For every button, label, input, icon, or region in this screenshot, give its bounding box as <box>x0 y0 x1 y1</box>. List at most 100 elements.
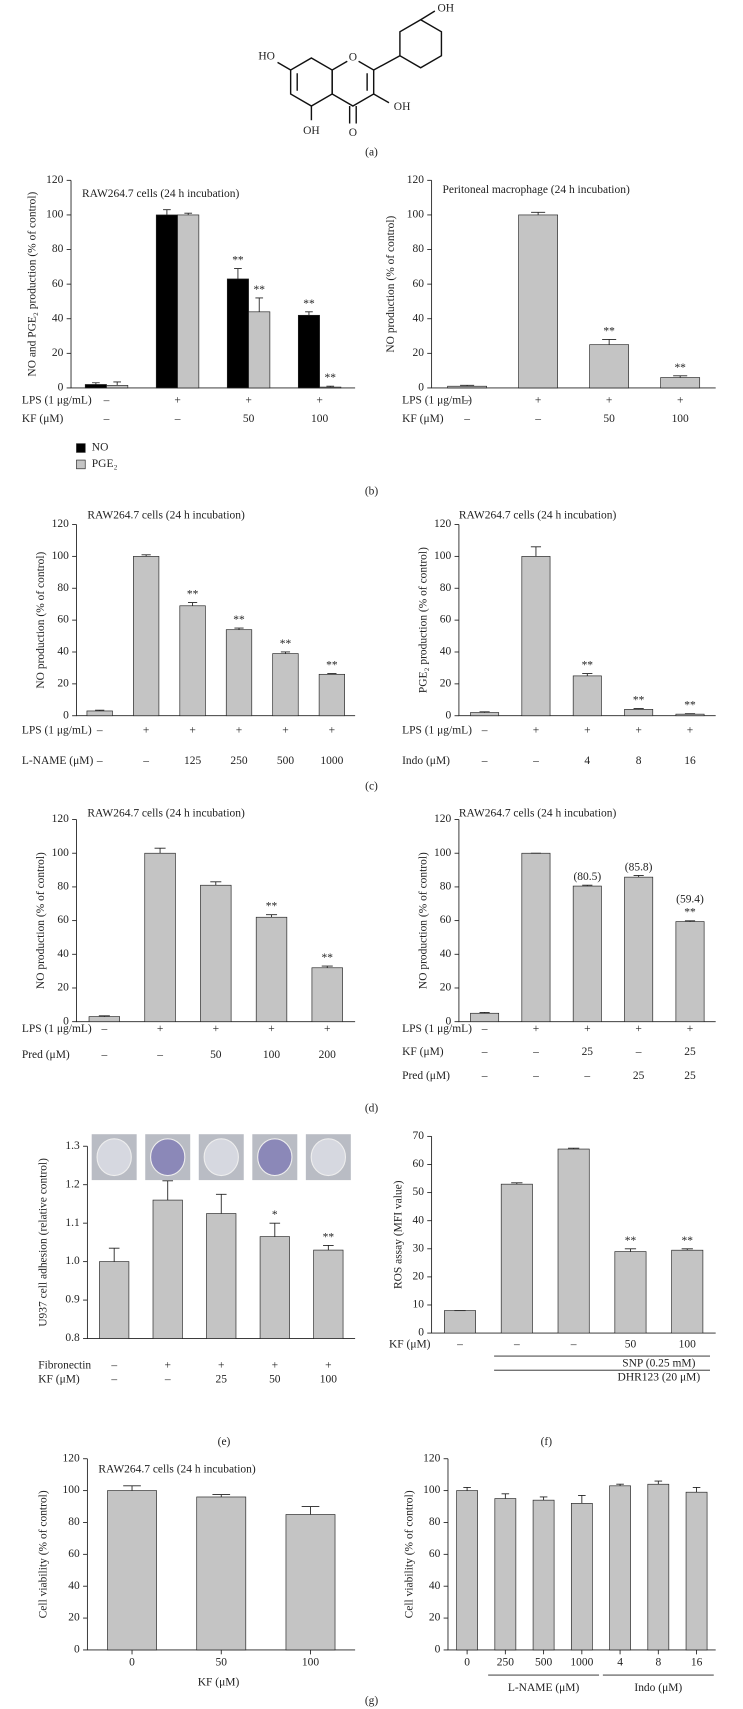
significance-label: ** <box>266 901 278 913</box>
error-bar <box>163 209 171 215</box>
legend-label: NO <box>92 442 109 454</box>
bar <box>500 1183 533 1334</box>
bar <box>285 1514 336 1651</box>
y-tick-label: 40 <box>440 948 452 960</box>
error-bar <box>673 375 688 378</box>
chart-title: RAW264.7 cells (24 h incubation) <box>459 509 617 521</box>
condition-label: LPS (1 μg/mL) <box>22 725 92 737</box>
condition-value: 25 <box>582 1046 594 1058</box>
condition-value: + <box>329 725 335 737</box>
y-tick-label: 40 <box>57 646 69 658</box>
bar <box>532 1499 555 1651</box>
bar <box>106 385 129 389</box>
error-bar <box>684 920 696 922</box>
error-bar <box>530 546 542 557</box>
error-bar <box>539 1496 548 1501</box>
bar <box>155 214 178 389</box>
atom-label: HO <box>258 50 275 62</box>
bar <box>226 278 249 389</box>
error-bar <box>305 311 313 316</box>
y-tick-label: 80 <box>57 881 69 893</box>
bar <box>494 1498 517 1651</box>
condition-value: – <box>481 1070 488 1082</box>
error-bar <box>269 1222 281 1237</box>
condition-value: + <box>174 395 180 407</box>
bar <box>447 385 487 389</box>
y-axis-label: ROS assay (MFI value) <box>392 1180 404 1289</box>
bar <box>107 1490 157 1651</box>
significance-label: ** <box>303 298 315 310</box>
bar <box>84 384 107 389</box>
x-tick-label: 100 <box>302 1657 319 1669</box>
y-tick-label: 20 <box>429 1612 441 1624</box>
y-tick-label: 80 <box>57 582 69 594</box>
x-tick-label: 50 <box>216 1657 228 1669</box>
condition-value: – <box>532 755 539 767</box>
condition-value: – <box>583 1070 590 1082</box>
condition-value: + <box>189 725 195 737</box>
condition-value: – <box>635 1046 642 1058</box>
group-label: Indo (μM) <box>634 1682 682 1694</box>
y-tick-label: 70 <box>412 1130 424 1142</box>
x-tick-label: 500 <box>535 1657 552 1669</box>
bar <box>200 884 232 1023</box>
condition-label: KF (μM) <box>389 1339 431 1351</box>
x-tick-label: 16 <box>691 1657 703 1669</box>
panel-label: (c) <box>365 780 378 792</box>
y-tick-label: 120 <box>46 174 63 186</box>
legend-swatch <box>76 459 86 470</box>
condition-value: 50 <box>625 1339 637 1351</box>
y-axis-label: PGE₂ production (% of control) <box>418 547 430 693</box>
condition-label: KF (μM) <box>22 413 64 425</box>
condition-label: Pred (μM) <box>402 1070 450 1082</box>
y-tick-label: 60 <box>440 614 452 626</box>
error-bar <box>501 1493 510 1499</box>
error-bar <box>479 711 490 713</box>
error-bar <box>582 884 593 887</box>
condition-value: 100 <box>672 413 689 425</box>
error-bar <box>633 708 644 710</box>
atom-label: OH <box>303 125 320 137</box>
significance-label: ** <box>684 907 696 919</box>
condition-value: 50 <box>243 413 255 425</box>
condition-value: – <box>513 1339 520 1351</box>
error-bar <box>624 1248 637 1252</box>
value-label: (80.5) <box>573 871 601 883</box>
condition-value: 4 <box>584 755 590 767</box>
y-axis-label: NO production (% of control) <box>418 852 430 989</box>
error-bar <box>654 1480 663 1485</box>
condition-label: LPS (1 μg/mL) <box>22 395 92 407</box>
error-bar <box>681 1248 693 1251</box>
y-axis-label: NO production (% of control) <box>35 551 47 688</box>
y-tick-label: 40 <box>412 1214 424 1226</box>
condition-value: 16 <box>684 755 696 767</box>
significance-label: ** <box>233 614 245 626</box>
y-tick-label: 40 <box>429 1580 441 1592</box>
y-tick-label: 20 <box>440 982 452 994</box>
legend-swatch <box>76 443 86 453</box>
condition-value: + <box>584 1023 590 1035</box>
bar <box>313 1249 344 1339</box>
y-axis-label: Cell viability (% of control) <box>403 1490 415 1618</box>
well <box>150 1138 186 1177</box>
chart-title: RAW264.7 cells (24 h incubation) <box>87 509 245 521</box>
bar <box>570 1503 593 1651</box>
condition-value: 50 <box>210 1049 222 1061</box>
well <box>96 1138 132 1177</box>
bar <box>206 1213 237 1339</box>
error-bar <box>280 651 291 654</box>
bar <box>319 386 342 389</box>
error-bar <box>568 1147 580 1150</box>
x-tick-label: 250 <box>497 1657 514 1669</box>
axis <box>76 524 356 717</box>
y-axis-label: Cell viability (% of control) <box>37 1490 49 1618</box>
y-axis-label: NO production (% of control) <box>35 852 47 989</box>
y-tick-label: 100 <box>52 847 69 859</box>
error-bar <box>460 384 475 387</box>
y-tick-label: 0 <box>58 382 64 394</box>
panel-label: (g) <box>365 1695 379 1707</box>
chart-title: RAW264.7 cells (24 h incubation) <box>82 188 240 200</box>
condition-value: – <box>164 1374 171 1386</box>
error-bar <box>113 381 122 386</box>
bar <box>470 712 500 717</box>
